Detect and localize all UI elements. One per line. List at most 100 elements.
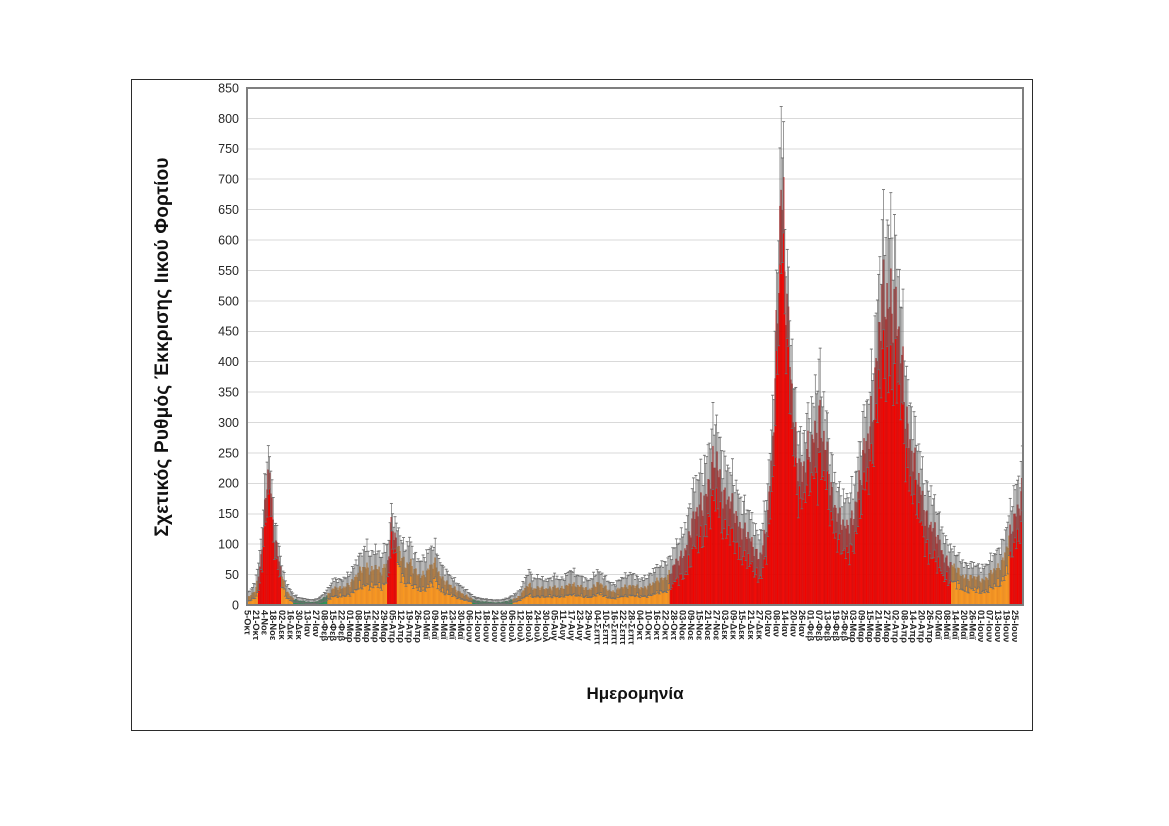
svg-text:26-Απρ: 26-Απρ bbox=[413, 610, 423, 643]
svg-text:400: 400 bbox=[218, 355, 239, 369]
svg-text:03-Νοε: 03-Νοε bbox=[678, 610, 688, 641]
svg-text:24-Ιουλ: 24-Ιουλ bbox=[533, 610, 543, 643]
svg-text:03-Μαϊ: 03-Μαϊ bbox=[422, 610, 432, 640]
svg-text:21-Μαρ: 21-Μαρ bbox=[874, 610, 884, 643]
svg-text:02-Ιαν: 02-Ιαν bbox=[763, 610, 773, 637]
svg-text:350: 350 bbox=[218, 385, 239, 399]
svg-text:13-Φεβ: 13-Φεβ bbox=[823, 610, 833, 641]
svg-text:28-Οκτ: 28-Οκτ bbox=[669, 610, 679, 640]
svg-text:18-Νοε: 18-Νοε bbox=[268, 610, 278, 641]
svg-text:03-Μαρ: 03-Μαρ bbox=[848, 610, 858, 643]
svg-text:25-Φεβ: 25-Φεβ bbox=[840, 610, 850, 641]
y-tick-labels: 0 50 100 150 200 250 300 350 400 450 500 550 600 650 7… bbox=[218, 81, 239, 612]
svg-text:05-Αυγ: 05-Αυγ bbox=[550, 610, 560, 642]
svg-text:04-Οκτ: 04-Οκτ bbox=[635, 610, 645, 640]
svg-text:12-Ιουλ: 12-Ιουλ bbox=[516, 610, 526, 643]
svg-text:19-Ιουν: 19-Ιουν bbox=[1002, 610, 1012, 642]
svg-text:09-Νοε: 09-Νοε bbox=[686, 610, 696, 641]
svg-text:16-Μαϊ: 16-Μαϊ bbox=[439, 610, 449, 640]
svg-text:4-Νοε: 4-Νοε bbox=[260, 610, 270, 636]
svg-text:27-Δεκ: 27-Δεκ bbox=[754, 610, 764, 641]
svg-text:300: 300 bbox=[218, 416, 239, 430]
svg-text:03-Δεκ: 03-Δεκ bbox=[720, 610, 730, 641]
svg-text:850: 850 bbox=[218, 81, 239, 95]
svg-text:18-Ιουλ: 18-Ιουλ bbox=[524, 610, 534, 643]
svg-text:28-Σεπτ: 28-Σεπτ bbox=[626, 610, 636, 645]
svg-text:09-Μαρ: 09-Μαρ bbox=[857, 610, 867, 643]
svg-text:30-Ιουλ: 30-Ιουλ bbox=[541, 610, 551, 643]
svg-text:20-Ιαν: 20-Ιαν bbox=[788, 610, 798, 637]
svg-text:12-Ιουν: 12-Ιουν bbox=[473, 610, 483, 642]
svg-text:22-Σεπτ: 22-Σεπτ bbox=[618, 610, 628, 645]
svg-text:08-Μαρ: 08-Μαρ bbox=[353, 610, 363, 643]
svg-text:05-Απρ: 05-Απρ bbox=[388, 610, 398, 643]
svg-text:20-Μαϊ: 20-Μαϊ bbox=[959, 610, 969, 640]
svg-text:22-Μαρ: 22-Μαρ bbox=[371, 610, 381, 643]
svg-text:08-Μαϊ: 08-Μαϊ bbox=[942, 610, 952, 640]
svg-text:700: 700 bbox=[218, 173, 239, 187]
svg-text:650: 650 bbox=[218, 203, 239, 217]
svg-text:01-Ιουν: 01-Ιουν bbox=[976, 610, 986, 642]
svg-text:19-Φεβ: 19-Φεβ bbox=[831, 610, 841, 641]
svg-text:23-Αυγ: 23-Αυγ bbox=[575, 610, 585, 642]
x-axis-title: Ημερομηνία bbox=[586, 684, 684, 703]
svg-text:27-Νοε: 27-Νοε bbox=[712, 610, 722, 641]
svg-text:550: 550 bbox=[218, 264, 239, 278]
svg-text:23-Μαϊ: 23-Μαϊ bbox=[447, 610, 457, 640]
svg-text:02-Απρ: 02-Απρ bbox=[891, 610, 901, 643]
x-tick-labels: 5-Οκτ21-Οκτ4-Νοε18-Νοε02-Δεκ16-Δεκ30-Δεκ… bbox=[243, 610, 1020, 645]
svg-text:29-Αυγ: 29-Αυγ bbox=[584, 610, 594, 642]
svg-text:10-Οκτ: 10-Οκτ bbox=[643, 610, 653, 640]
svg-text:26-Μαϊ: 26-Μαϊ bbox=[967, 610, 977, 640]
plot-border bbox=[246, 87, 1024, 606]
svg-text:50: 50 bbox=[225, 568, 239, 582]
error-bars-layer bbox=[246, 106, 1024, 605]
svg-text:250: 250 bbox=[218, 446, 239, 460]
svg-text:17-Αυγ: 17-Αυγ bbox=[567, 610, 577, 642]
svg-text:15-Δεκ: 15-Δεκ bbox=[737, 610, 747, 641]
svg-text:24-Ιουν: 24-Ιουν bbox=[490, 610, 500, 642]
svg-text:26-Ιαν: 26-Ιαν bbox=[797, 610, 807, 637]
svg-text:30-Ιουν: 30-Ιουν bbox=[498, 610, 508, 642]
svg-text:26-Απρ: 26-Απρ bbox=[925, 610, 935, 643]
svg-text:100: 100 bbox=[218, 538, 239, 552]
svg-text:04-Σεπτ: 04-Σεπτ bbox=[592, 610, 602, 645]
svg-text:800: 800 bbox=[218, 112, 239, 126]
svg-text:01-Φεβ: 01-Φεβ bbox=[805, 610, 815, 641]
svg-text:08-Ιαν: 08-Ιαν bbox=[771, 610, 781, 637]
svg-text:18-Ιουν: 18-Ιουν bbox=[481, 610, 491, 642]
svg-text:10-Σεπτ: 10-Σεπτ bbox=[601, 610, 611, 645]
svg-text:16-Δεκ: 16-Δεκ bbox=[285, 610, 295, 641]
svg-text:12-Απρ: 12-Απρ bbox=[396, 610, 406, 643]
svg-text:0: 0 bbox=[232, 598, 239, 612]
svg-text:09-Δεκ: 09-Δεκ bbox=[729, 610, 739, 641]
svg-text:19-Απρ: 19-Απρ bbox=[405, 610, 415, 643]
svg-text:16-Οκτ: 16-Οκτ bbox=[652, 610, 662, 640]
svg-text:07-Ιουν: 07-Ιουν bbox=[985, 610, 995, 642]
svg-text:20-Απρ: 20-Απρ bbox=[916, 610, 926, 643]
svg-text:14-Μαϊ: 14-Μαϊ bbox=[950, 610, 960, 640]
svg-text:500: 500 bbox=[218, 294, 239, 308]
svg-text:07-Φεβ: 07-Φεβ bbox=[814, 610, 824, 641]
svg-text:30-Δεκ: 30-Δεκ bbox=[294, 610, 304, 641]
svg-text:02-Δεκ: 02-Δεκ bbox=[277, 610, 287, 641]
svg-text:11-Αυγ: 11-Αυγ bbox=[558, 610, 568, 641]
svg-text:13-Ιουν: 13-Ιουν bbox=[993, 610, 1003, 642]
svg-text:25-Ιουν: 25-Ιουν bbox=[1010, 610, 1020, 642]
svg-text:450: 450 bbox=[218, 325, 239, 339]
svg-text:08-Φεβ: 08-Φεβ bbox=[319, 610, 329, 641]
svg-text:15-Φεβ: 15-Φεβ bbox=[328, 610, 338, 641]
svg-text:29-Μαρ: 29-Μαρ bbox=[379, 610, 389, 643]
svg-text:13-Ιαν: 13-Ιαν bbox=[302, 610, 312, 637]
svg-text:21-Νοε: 21-Νοε bbox=[703, 610, 713, 641]
svg-text:750: 750 bbox=[218, 142, 239, 156]
svg-text:21-Δεκ: 21-Δεκ bbox=[746, 610, 756, 641]
svg-text:15-Νοε: 15-Νοε bbox=[695, 610, 705, 641]
svg-text:27-Ιαν: 27-Ιαν bbox=[311, 610, 321, 637]
svg-text:09-Μαϊ: 09-Μαϊ bbox=[430, 610, 440, 640]
svg-text:27-Μαρ: 27-Μαρ bbox=[882, 610, 892, 643]
svg-text:200: 200 bbox=[218, 477, 239, 491]
svg-text:06-Ιουν: 06-Ιουν bbox=[464, 610, 474, 642]
